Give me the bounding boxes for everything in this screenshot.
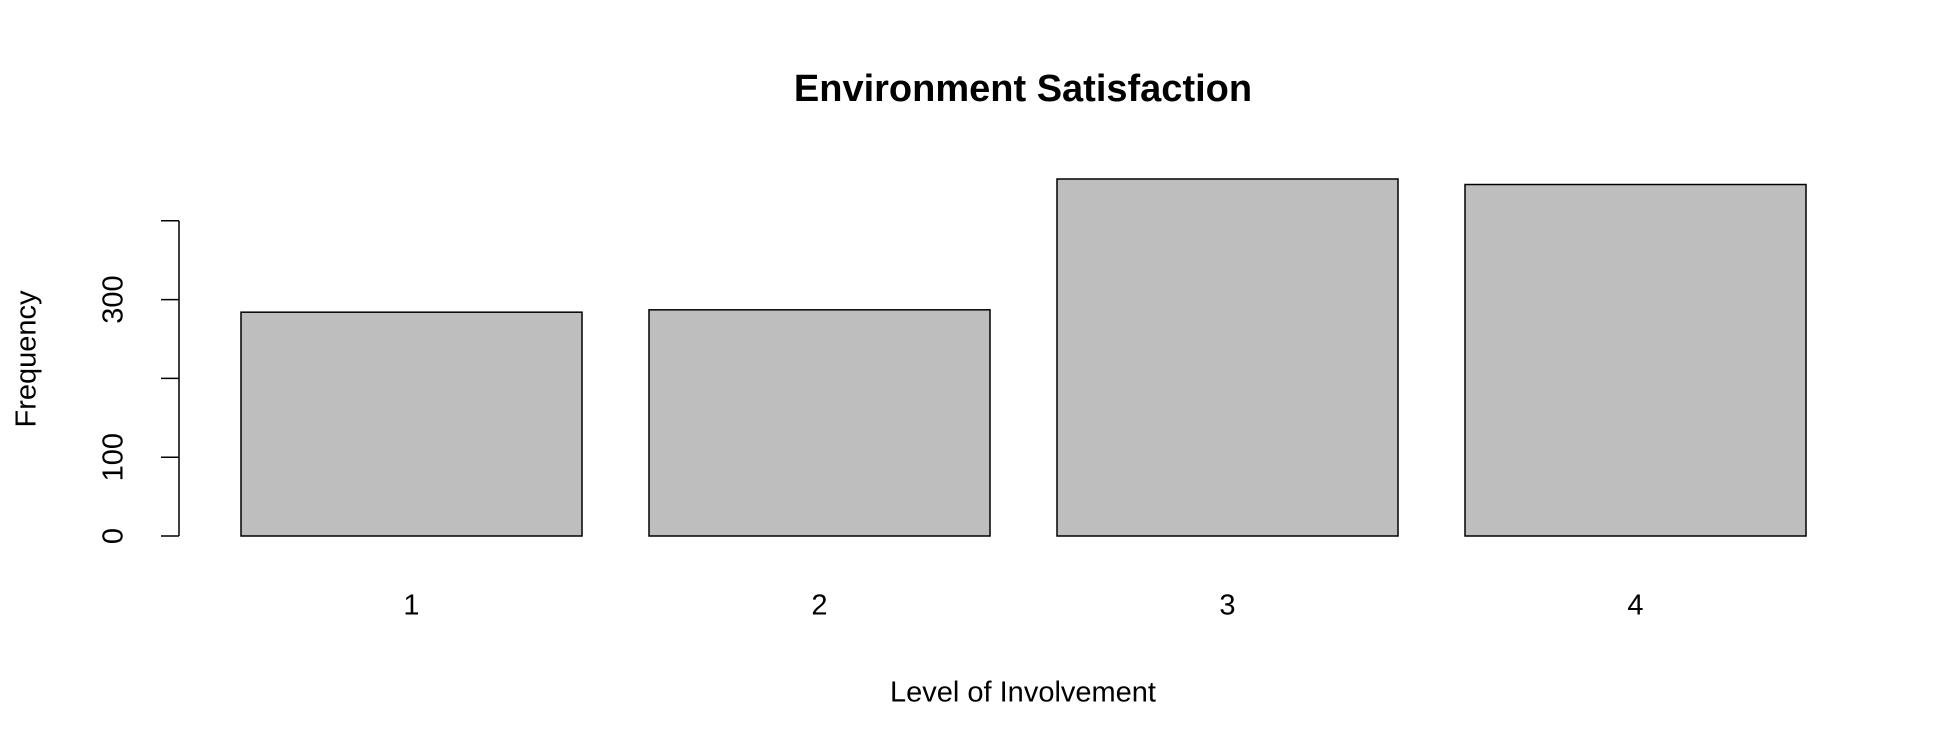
x-tick-label: 4 xyxy=(1627,590,1643,622)
bar xyxy=(1464,183,1807,537)
x-axis-label: Level of Involvement xyxy=(890,677,1156,709)
y-tick-label: 100 xyxy=(98,433,130,481)
chart-title: Environment Satisfaction xyxy=(794,68,1252,110)
x-tick-label: 3 xyxy=(1219,590,1235,622)
y-axis-label: Frequency xyxy=(11,290,43,428)
y-tick-label: 0 xyxy=(98,528,130,544)
y-tick-label: 300 xyxy=(98,275,130,323)
bar xyxy=(240,311,583,537)
x-tick-label: 1 xyxy=(403,590,419,622)
bar xyxy=(1056,178,1399,537)
x-tick-label: 2 xyxy=(811,590,827,622)
bar xyxy=(648,309,991,537)
